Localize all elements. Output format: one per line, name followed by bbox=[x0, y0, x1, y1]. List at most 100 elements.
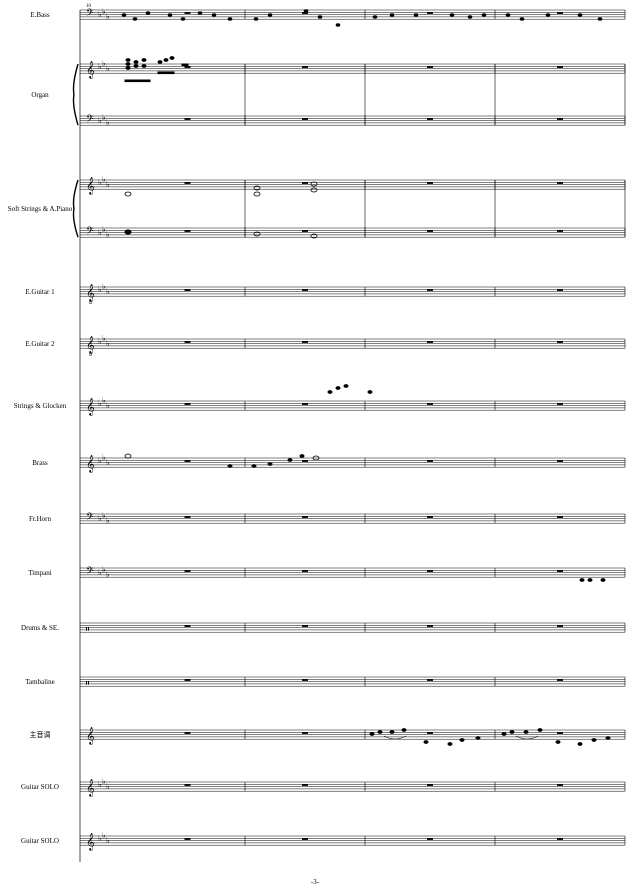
flat-icon: ♭ bbox=[102, 511, 106, 520]
melody-notes bbox=[369, 728, 611, 746]
flat-icon: ♭ bbox=[106, 118, 110, 127]
flat-icon: ♭ bbox=[98, 834, 102, 843]
rest-icon bbox=[557, 460, 563, 462]
rest-icon bbox=[302, 732, 308, 734]
rest-icon bbox=[427, 182, 433, 184]
rest-icon bbox=[302, 66, 308, 68]
rest-icon bbox=[184, 66, 191, 68]
flat-icon: ♭ bbox=[106, 339, 110, 348]
instrument-label: Timpani bbox=[28, 569, 52, 577]
percussion-clef-icon: 𝄥 bbox=[86, 625, 89, 636]
rest-icon bbox=[427, 118, 433, 120]
rest-icon bbox=[184, 12, 191, 14]
instrument-label: E.Bass bbox=[30, 11, 50, 19]
treble-clef-icon: 𝄞 bbox=[86, 177, 95, 195]
rest-icon bbox=[184, 460, 191, 462]
bass-clef-icon: 𝄢 bbox=[86, 113, 94, 127]
rest-icon bbox=[427, 625, 433, 627]
flat-icon: ♭ bbox=[106, 458, 110, 467]
rest-icon bbox=[557, 784, 563, 786]
rest-icon bbox=[427, 289, 433, 291]
bass-clef-icon: 𝄢 bbox=[86, 511, 94, 525]
rest-icon bbox=[302, 118, 308, 120]
rest-icon bbox=[302, 570, 308, 572]
treble-clef-icon: 𝄞 bbox=[86, 336, 95, 354]
flat-icon: ♭ bbox=[98, 62, 102, 71]
rest-icon bbox=[302, 625, 308, 627]
flat-icon: ♭ bbox=[98, 514, 102, 523]
rest-icon bbox=[184, 289, 191, 291]
rest-icon bbox=[427, 679, 433, 681]
rest-icon bbox=[302, 182, 308, 184]
instrument-label: Guitar SOLO bbox=[21, 837, 59, 845]
rest-icon bbox=[427, 732, 433, 734]
treble-clef-icon: 𝄞 bbox=[86, 833, 95, 851]
rest-icon bbox=[427, 12, 433, 14]
octave-8-icon: 8 bbox=[89, 300, 92, 306]
flat-icon: ♭ bbox=[102, 59, 106, 68]
flat-icon: ♭ bbox=[106, 836, 110, 845]
rest-icon bbox=[184, 570, 191, 572]
flat-icon: ♭ bbox=[102, 453, 106, 462]
flat-icon: ♭ bbox=[106, 12, 110, 21]
flat-icon: ♭ bbox=[98, 285, 102, 294]
rest-icon bbox=[184, 784, 191, 786]
rest-icon bbox=[557, 679, 563, 681]
rest-icon bbox=[427, 403, 433, 405]
rest-icon bbox=[427, 516, 433, 518]
rest-icon bbox=[302, 289, 308, 291]
rest-icon bbox=[557, 341, 563, 343]
measure-number: 10 bbox=[86, 4, 92, 9]
bass-clef-icon: 𝄢 bbox=[86, 225, 94, 239]
glocken-notes bbox=[327, 384, 373, 394]
rest-icon bbox=[302, 230, 308, 232]
rest-icon bbox=[557, 516, 563, 518]
instrument-label: E.Guitar 2 bbox=[25, 340, 55, 348]
rest-icon bbox=[557, 838, 563, 840]
flat-icon: ♭ bbox=[98, 178, 102, 187]
instrument-label: Drums & SE. bbox=[21, 624, 59, 632]
flat-icon: ♭ bbox=[106, 516, 110, 525]
percussion-clef-icon: 𝄥 bbox=[86, 679, 89, 690]
flat-icon: ♭ bbox=[102, 334, 106, 343]
rest-icon bbox=[557, 118, 563, 120]
instrument-label: Fr.Horn bbox=[29, 515, 51, 523]
instrument-label: Soft Strings & A.Piano bbox=[8, 205, 73, 213]
rest-icon bbox=[184, 403, 191, 405]
strings-chords bbox=[124, 181, 318, 239]
brace-icon bbox=[72, 63, 79, 126]
bass-note-cluster bbox=[121, 9, 603, 27]
flat-icon: ♭ bbox=[102, 282, 106, 291]
brass-notes bbox=[124, 453, 320, 468]
rest-icon bbox=[557, 230, 563, 232]
flat-icon: ♭ bbox=[102, 113, 106, 122]
flat-icon: ♭ bbox=[98, 228, 102, 237]
notation-marks bbox=[121, 9, 611, 746]
rest-icon bbox=[557, 289, 563, 291]
rest-icon bbox=[302, 12, 308, 14]
rest-icon bbox=[557, 66, 563, 68]
rest-icon bbox=[302, 516, 308, 518]
rest-icon bbox=[557, 732, 563, 734]
bass-clef-icon: 𝄢 bbox=[86, 7, 94, 21]
treble-clef-icon: 𝄞 bbox=[86, 61, 95, 79]
rest-icon bbox=[427, 460, 433, 462]
instrument-label: Guitar SOLO bbox=[21, 783, 59, 791]
flat-icon: ♭ bbox=[98, 116, 102, 125]
rest-icon bbox=[184, 230, 191, 232]
flat-icon: ♭ bbox=[102, 175, 106, 184]
instrument-labels: E.Bass Organ Soft Strings & A.Piano E.Gu… bbox=[8, 11, 73, 845]
rest-icon bbox=[184, 118, 191, 120]
flat-icon: ♭ bbox=[102, 565, 106, 574]
treble-clef-icon: 𝄞 bbox=[86, 398, 95, 416]
rest-icon bbox=[427, 838, 433, 840]
flat-icon: ♭ bbox=[106, 287, 110, 296]
instrument-label: Brass bbox=[32, 459, 48, 467]
rest-icon bbox=[184, 625, 191, 627]
brace-icon bbox=[72, 179, 79, 238]
rest-icon bbox=[302, 341, 308, 343]
rest-icon bbox=[557, 12, 563, 14]
staves-layer: 𝄢 ♭ ♭♭𝄞 ♭ ♭♭𝄢 ♭ ♭♭𝄞 ♭ ♭♭𝄢 ♭ ♭♭𝄞8♭ ♭♭𝄞8♭ ♭♭𝄞 ♭ ♭♭𝄞 ♭ ♭♭𝄢 ♭… bbox=[72, 7, 626, 851]
rest-icon bbox=[184, 516, 191, 518]
